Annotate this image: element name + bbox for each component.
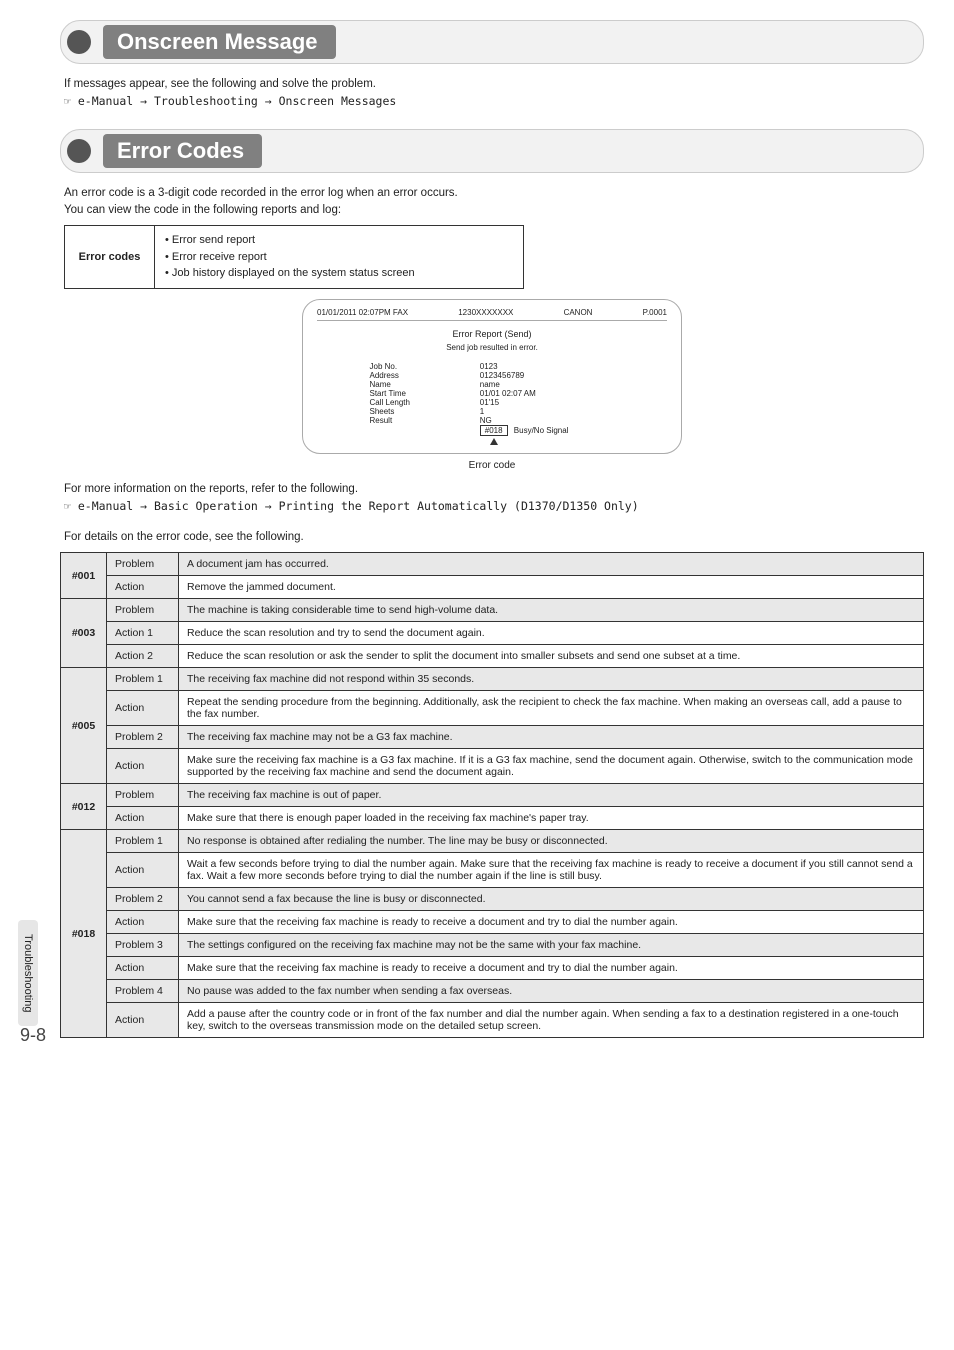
report-header-row: 01/01/2011 02:07PM FAX 1230XXXXXXX CANON…	[317, 308, 667, 321]
desc-cell: Remove the jammed document.	[179, 576, 924, 599]
text-line: ☞ e-Manual → Basic Operation → Printing …	[64, 498, 924, 515]
list-item: Job history displayed on the system stat…	[165, 265, 415, 282]
code-cell: #001	[61, 553, 107, 599]
error-code-table: #001 Problem A document jam has occurred…	[60, 552, 924, 1038]
page-number: 9-8	[20, 1025, 46, 1046]
report-result: NG #018 Busy/No Signal	[480, 416, 615, 445]
report-label: Job No.	[370, 362, 480, 371]
text-line: For details on the error code, see the f…	[64, 529, 924, 546]
report-tc1: 1230XXXXXXX	[458, 308, 513, 317]
desc-cell: No response is obtained after redialing …	[179, 830, 924, 853]
label-cell: Action 1	[107, 622, 179, 645]
label-cell: Action	[107, 911, 179, 934]
text-line: ☞ e-Manual → Troubleshooting → Onscreen …	[64, 93, 924, 110]
label-cell: Action 2	[107, 645, 179, 668]
label-cell: Problem 3	[107, 934, 179, 957]
report-value: 01'15	[480, 398, 615, 407]
label-cell: Problem 2	[107, 888, 179, 911]
section-title: Error Codes	[103, 134, 262, 168]
bullet-icon	[67, 139, 91, 163]
label-cell: Problem 1	[107, 668, 179, 691]
label-cell: Problem 1	[107, 830, 179, 853]
desc-cell: A document jam has occurred.	[179, 553, 924, 576]
desc-cell: You cannot send a fax because the line i…	[179, 888, 924, 911]
text-line: For more information on the reports, ref…	[64, 481, 924, 498]
label-cell: Action	[107, 957, 179, 980]
figure-caption: Error code	[60, 460, 924, 471]
section-header-onscreen: Onscreen Message	[60, 20, 924, 64]
desc-cell: Make sure that there is enough paper loa…	[179, 807, 924, 830]
report-label: Result	[370, 416, 480, 445]
errorcodes-intro: An error code is a 3-digit code recorded…	[64, 185, 924, 220]
label-cell: Action	[107, 576, 179, 599]
label-cell: Action	[107, 1003, 179, 1038]
bullet-icon	[67, 30, 91, 54]
side-tab: Troubleshooting	[18, 920, 38, 1026]
report-tc2: CANON	[564, 308, 593, 317]
errorcodes-box-label: Error codes	[65, 226, 155, 288]
code-cell: #003	[61, 599, 107, 668]
report-value: 01/01 02:07 AM	[480, 389, 615, 398]
desc-cell: The receiving fax machine is out of pape…	[179, 784, 924, 807]
desc-cell: Reduce the scan resolution and try to se…	[179, 622, 924, 645]
report-label: Call Length	[370, 398, 480, 407]
report-value: 0123	[480, 362, 615, 371]
list-item: Error send report	[165, 232, 415, 249]
report-subtitle: Send job resulted in error.	[317, 343, 667, 352]
desc-cell: The receiving fax machine may not be a G…	[179, 726, 924, 749]
desc-cell: Repeat the sending procedure from the be…	[179, 691, 924, 726]
code-cell: #018	[61, 830, 107, 1038]
code-cell: #012	[61, 784, 107, 830]
report-label: Start Time	[370, 389, 480, 398]
label-cell: Problem	[107, 784, 179, 807]
result-msg: Busy/No Signal	[514, 426, 569, 435]
desc-cell: Make sure that the receiving fax machine…	[179, 957, 924, 980]
label-cell: Problem 4	[107, 980, 179, 1003]
report-value: 0123456789	[480, 371, 615, 380]
desc-cell: Wait a few seconds before trying to dial…	[179, 853, 924, 888]
desc-cell: The machine is taking considerable time …	[179, 599, 924, 622]
report-value: 1	[480, 407, 615, 416]
code-cell: #005	[61, 668, 107, 784]
report-label: Sheets	[370, 407, 480, 416]
report-title: Error Report (Send)	[317, 329, 667, 339]
report-value: name	[480, 380, 615, 389]
desc-cell: No pause was added to the fax number whe…	[179, 980, 924, 1003]
label-cell: Action	[107, 807, 179, 830]
text-line: An error code is a 3-digit code recorded…	[64, 185, 924, 202]
report-tl: 01/01/2011 02:07PM FAX	[317, 308, 408, 317]
label-cell: Action	[107, 749, 179, 784]
label-cell: Action	[107, 691, 179, 726]
desc-cell: The settings configured on the receiving…	[179, 934, 924, 957]
report-label: Address	[370, 371, 480, 380]
label-cell: Problem	[107, 599, 179, 622]
result-ng: NG	[480, 416, 492, 425]
desc-cell: Make sure the receiving fax machine is a…	[179, 749, 924, 784]
errorcodes-box-list: Error send report Error receive report J…	[155, 226, 425, 288]
errorcodes-box: Error codes Error send report Error rece…	[64, 225, 524, 289]
report-tr: P.0001	[643, 308, 667, 317]
section-title: Onscreen Message	[103, 25, 336, 59]
list-item: Error receive report	[165, 249, 415, 266]
onscreen-intro: If messages appear, see the following an…	[64, 76, 924, 111]
label-cell: Problem 2	[107, 726, 179, 749]
label-cell: Problem	[107, 553, 179, 576]
arrow-up-icon	[490, 438, 498, 445]
label-cell: Action	[107, 853, 179, 888]
result-code: #018	[480, 425, 508, 436]
report-label: Name	[370, 380, 480, 389]
text-line: If messages appear, see the following an…	[64, 76, 924, 93]
desc-cell: Reduce the scan resolution or ask the se…	[179, 645, 924, 668]
desc-cell: Make sure that the receiving fax machine…	[179, 911, 924, 934]
error-report-figure: 01/01/2011 02:07PM FAX 1230XXXXXXX CANON…	[302, 299, 682, 454]
desc-cell: The receiving fax machine did not respon…	[179, 668, 924, 691]
section-header-errorcodes: Error Codes	[60, 129, 924, 173]
desc-cell: Add a pause after the country code or in…	[179, 1003, 924, 1038]
after-report-text: For more information on the reports, ref…	[64, 481, 924, 516]
report-grid: Job No.0123 Address0123456789 Namename S…	[370, 362, 615, 445]
text-line: You can view the code in the following r…	[64, 202, 924, 219]
